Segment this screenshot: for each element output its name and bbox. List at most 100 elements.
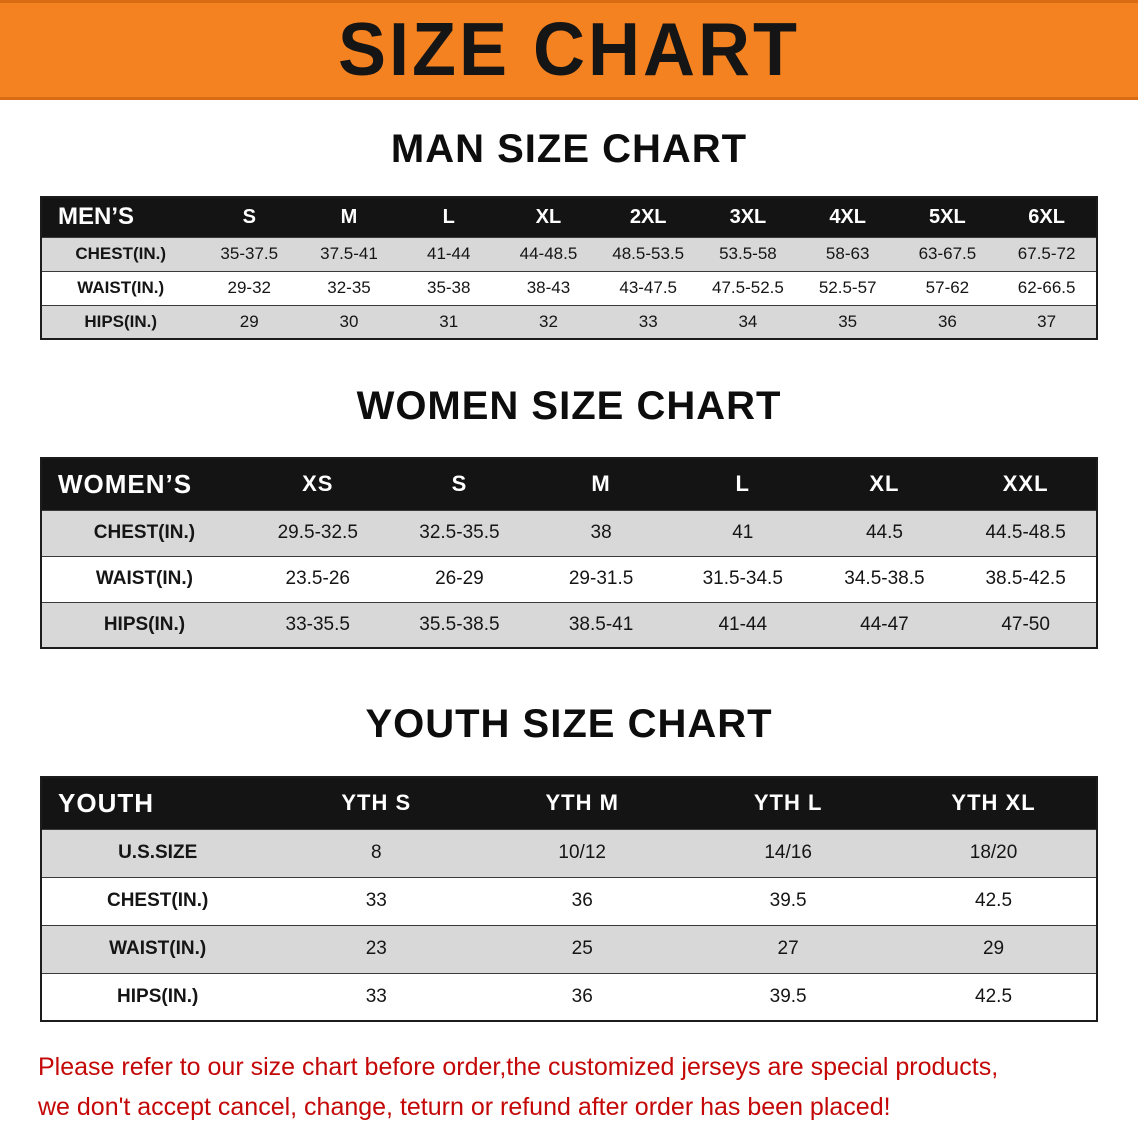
measurement-value-cell: 33 — [365, 890, 387, 911]
measurement-value-cell: 62-66.5 — [1017, 278, 1076, 297]
measurement-value-cell: 31 — [439, 311, 459, 331]
measurement-label-cell: CHEST(IN.) — [75, 244, 167, 263]
measurement-value-cell: 36 — [937, 311, 957, 331]
measurement-value-cell: 29 — [239, 311, 259, 331]
size-column-header: L — [671, 458, 814, 510]
measurement-value-cell: 58-63 — [825, 244, 870, 263]
measurement-value-cell: 33 — [365, 985, 387, 1007]
table-header-row: MEN’S S M L XL 2XL 3XL 4XL 5XL 6XL — [41, 197, 1097, 237]
size-column-header: YTH M — [479, 777, 686, 829]
measurement-value-cell: 38 — [590, 522, 612, 543]
man-size-heading: MAN SIZE CHART — [390, 127, 748, 171]
size-column-header: 3XL — [698, 197, 798, 237]
size-column-header: S — [388, 458, 531, 510]
womens-size-table: WOMEN’S XS S M L XL XXL CHEST(IN.) 29.5-32.5 32.5… — [40, 457, 1098, 649]
measurement-label-cell: HIPS(IN.) — [84, 311, 158, 331]
measurement-label-cell: WAIST(IN.) — [77, 278, 165, 297]
measurement-label-cell: HIPS(IN.) — [103, 613, 186, 635]
measurement-value-cell: 8 — [370, 842, 382, 863]
measurement-value-cell: 34 — [738, 311, 758, 331]
measurement-value-cell: 10/12 — [558, 842, 606, 863]
size-column-header: 5XL — [897, 197, 998, 237]
size-column-header: M — [530, 458, 672, 510]
size-column-header: 4XL — [797, 197, 898, 237]
measurement-value-cell: 29.5-32.5 — [277, 522, 358, 543]
measurement-value-cell: 44.5 — [865, 522, 903, 543]
women-size-section: WOMEN SIZE CHART WOMEN’S XS S M L XL XXL CHEST(… — [0, 383, 1138, 649]
size-column-header: YTH XL — [891, 777, 1097, 829]
mens-size-table: MEN’S S M L XL 2XL 3XL 4XL 5XL 6XL CHEST(IN.) 35-37… — [40, 196, 1098, 340]
measurement-value-cell: 35-37.5 — [220, 244, 279, 263]
table-header-row: YOUTH YTH S YTH M YTH L YTH XL — [41, 777, 1097, 829]
table-row: HIPS(IN.) 33-35.5 35.5-38.5 38.5-41 41-44 44-… — [41, 602, 1097, 648]
size-column-header: L — [398, 197, 499, 237]
order-policy-note: Please refer to our size chart before or… — [0, 1047, 1138, 1127]
measurement-value-cell: 35.5-38.5 — [419, 613, 500, 635]
size-column-header: YTH L — [685, 777, 892, 829]
measurement-value-cell: 39.5 — [769, 890, 807, 911]
measurement-value-cell: 67.5-72 — [1017, 244, 1076, 263]
measurement-label-cell: CHEST(IN.) — [93, 522, 196, 543]
measurement-label-cell: WAIST(IN.) — [109, 938, 207, 959]
measurement-value-cell: 32-35 — [327, 278, 371, 297]
measurement-value-cell: 32.5-35.5 — [419, 522, 500, 543]
table-title-cell: WOMEN’S — [41, 458, 247, 510]
measurement-value-cell: 42.5 — [975, 985, 1013, 1007]
measurement-value-cell: 14/16 — [764, 842, 812, 863]
measurement-value-cell: 23.5-26 — [285, 568, 350, 589]
man-size-section: MAN SIZE CHART MEN’S S M L XL 2XL 3XL 4XL 5XL 6XL… — [0, 126, 1138, 340]
note-line-2: we don't accept cancel, change, teturn o… — [38, 1093, 891, 1121]
table-row: HIPS(IN.) 33 36 39.5 42.5 — [41, 973, 1097, 1021]
measurement-value-cell: 38.5-41 — [568, 613, 634, 635]
table-header-row: WOMEN’S XS S M L XL XXL — [41, 458, 1097, 510]
measurement-value-cell: 53.5-58 — [719, 244, 777, 263]
size-column-header: XL — [498, 197, 599, 237]
measurement-value-cell: 47.5-52.5 — [712, 278, 784, 297]
measurement-value-cell: 18/20 — [969, 842, 1018, 863]
measurement-label-cell: WAIST(IN.) — [95, 568, 193, 589]
measurement-value-cell: 48.5-53.5 — [612, 244, 685, 263]
table-title-cell: MEN’S — [41, 197, 200, 237]
table-row: CHEST(IN.) 35-37.5 37.5-41 41-44 44-48.5 48.5… — [41, 237, 1097, 271]
measurement-value-cell: 44.5-48.5 — [985, 522, 1066, 543]
table-row: CHEST(IN.) 33 36 39.5 42.5 — [41, 877, 1097, 925]
measurement-value-cell: 42.5 — [975, 890, 1013, 911]
measurement-value-cell: 30 — [339, 311, 359, 331]
table-row: WAIST(IN.) 23 25 27 29 — [41, 925, 1097, 973]
size-column-header: XL — [813, 458, 956, 510]
measurement-value-cell: 31.5-34.5 — [702, 568, 783, 589]
measurement-value-cell: 41-44 — [426, 244, 471, 263]
table-row: U.S.SIZE 8 10/12 14/16 18/20 — [41, 829, 1097, 877]
table-row: HIPS(IN.) 29 30 31 32 33 34 35 36 37 — [41, 305, 1097, 339]
size-column-header: S — [199, 197, 300, 237]
size-column-header: 2XL — [598, 197, 699, 237]
size-column-header: XS — [246, 458, 389, 510]
measurement-value-cell: 29-32 — [227, 278, 271, 297]
size-column-header: M — [299, 197, 399, 237]
measurement-value-cell: 36 — [571, 890, 593, 911]
measurement-value-cell: 23 — [365, 938, 387, 959]
measurement-value-cell: 37 — [1037, 311, 1057, 331]
measurement-label-cell: HIPS(IN.) — [117, 985, 199, 1007]
measurement-value-cell: 34.5-38.5 — [844, 568, 925, 589]
size-column-header: YTH S — [273, 777, 480, 829]
measurement-value-cell: 38.5-42.5 — [985, 568, 1066, 589]
measurement-value-cell: 41 — [732, 522, 754, 543]
banner: SIZE CHART — [0, 0, 1138, 100]
page-title: SIZE CHART — [338, 8, 800, 93]
measurement-value-cell: 29 — [982, 938, 1005, 959]
measurement-value-cell: 57-62 — [925, 278, 970, 297]
measurement-value-cell: 36 — [571, 985, 593, 1007]
measurement-label-cell: CHEST(IN.) — [106, 890, 209, 911]
measurement-value-cell: 39.5 — [769, 985, 807, 1007]
youth-size-table: YOUTH YTH S YTH M YTH L YTH XL U.S.SIZE 8 10/12… — [40, 776, 1098, 1022]
table-title-cell: YOUTH — [41, 777, 274, 829]
note-line-1: Please refer to our size chart before or… — [38, 1053, 999, 1081]
women-size-heading: WOMEN SIZE CHART — [356, 384, 782, 428]
measurement-value-cell: 47-50 — [1001, 613, 1050, 635]
measurement-value-cell: 33 — [638, 311, 658, 331]
youth-size-section: YOUTH SIZE CHART YOUTH YTH S YTH M YTH L YTH… — [0, 701, 1138, 1022]
measurement-value-cell: 35-38 — [426, 278, 471, 297]
measurement-value-cell: 32 — [539, 311, 558, 331]
measurement-value-cell: 63-67.5 — [918, 244, 977, 263]
